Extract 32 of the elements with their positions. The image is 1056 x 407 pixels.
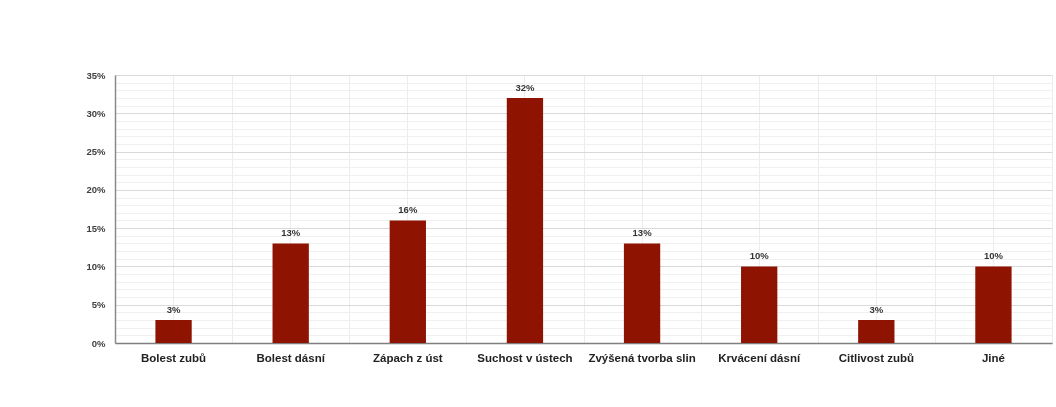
y-tick-label: 5% [91,299,107,311]
data-label: 10% [749,250,770,262]
x-tick-label: Zvýšená tvorba slin [588,351,696,364]
y-tick-label: 20% [86,184,107,196]
data-label: 3% [166,304,181,316]
y-tick-label: 35% [86,69,107,81]
bar [155,320,192,343]
y-tick-label: 0% [91,337,107,349]
data-label: 32% [515,81,535,93]
bar [389,220,426,343]
x-tick-label: Bolest dásní [256,351,326,364]
bar [975,266,1012,343]
data-label: 3% [869,304,884,316]
data-label: 13% [632,227,653,239]
x-tick-label: Zápach z úst [372,351,443,364]
bar [858,320,895,343]
x-tick-label: Suchost v ústech [477,351,573,364]
y-tick-label: 30% [86,107,107,119]
bar [506,97,544,343]
y-tick-label: 15% [86,222,107,234]
bar [272,243,309,343]
x-tick-label: Citlivost zubů [838,351,915,364]
data-label: 16% [398,204,418,216]
x-tick-label: Krvácení dásní [718,351,801,364]
x-tick-label: Jiné [981,351,1005,364]
data-label: 10% [983,250,1004,262]
bar [623,243,661,343]
bar [741,266,778,343]
data-label: 13% [281,227,301,239]
x-tick-label: Bolest zubů [140,351,207,364]
y-tick-label: 25% [86,146,107,158]
y-tick-label: 10% [86,260,107,272]
